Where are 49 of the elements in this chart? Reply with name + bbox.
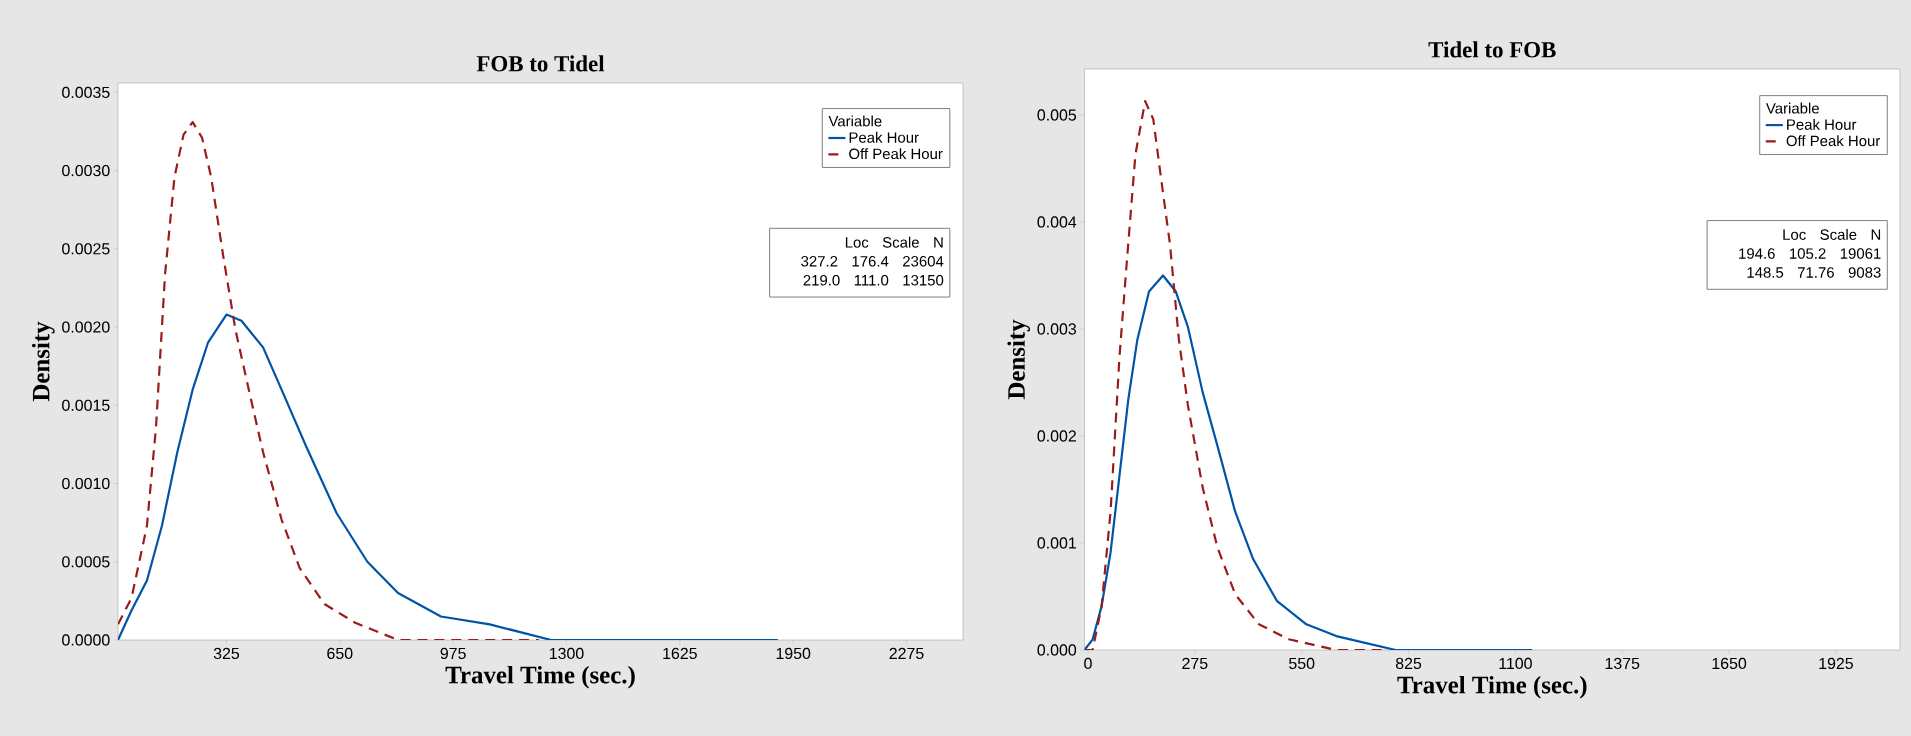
annotation: Loc Scale N — [1783, 228, 1881, 240]
chart-title: Tidel to FOB — [1428, 41, 1556, 58]
y-axis-title: Density — [1007, 319, 1031, 400]
legend-label: Peak Hour — [1787, 118, 1857, 130]
legend-label: Peak Hour — [849, 131, 919, 143]
annotation: 148.5 71.76 9083 — [1747, 267, 1881, 278]
y-tick-label: 0.0020 — [62, 321, 110, 333]
line-series — [1084, 274, 1534, 650]
x-tick-label: 1300 — [549, 647, 584, 660]
y-tick-label: 0.001 — [1037, 537, 1076, 549]
legend-label: Off Peak Hour — [1786, 135, 1881, 147]
y-tick-label: 0.0005 — [62, 556, 110, 568]
x-tick-label: 1375 — [1605, 657, 1640, 670]
legend-label: Off Peak Hour — [849, 148, 943, 160]
x-tick-label: 0 — [1084, 657, 1092, 670]
y-tick-label: 0.004 — [1037, 216, 1077, 228]
y-tick-label: 0.003 — [1037, 323, 1077, 335]
y-tick-label: 0.002 — [1037, 430, 1076, 442]
x-tick-label: 1650 — [1712, 657, 1747, 670]
x-tick-label: 1625 — [663, 647, 697, 660]
annotation: Loc Scale N — [845, 236, 943, 248]
x-axis-title: Travel Time (sec.) — [445, 665, 635, 689]
y-tick-label: 0.005 — [1037, 109, 1077, 121]
x-tick-label: 1925 — [1819, 657, 1853, 670]
x-tick-label: 1950 — [776, 647, 811, 660]
annotation: 219.0 111.0 13150 — [803, 274, 944, 286]
line-series — [1084, 99, 1385, 650]
y-tick-label: 0.0010 — [62, 477, 110, 490]
legend-title: Variable — [828, 115, 882, 127]
y-tick-label: 0.0030 — [62, 164, 110, 177]
x-tick-label: 275 — [1182, 657, 1208, 670]
x-tick-label: 975 — [440, 647, 466, 660]
x-tick-label: 825 — [1395, 657, 1422, 670]
y-tick-label: 0.0035 — [62, 86, 110, 99]
chart-title: FOB to Tidel — [476, 55, 605, 72]
legend-title: Variable — [1765, 102, 1819, 114]
x-tick-label: 1100 — [1499, 657, 1532, 670]
annotation: 194.6 105.2 19061 — [1739, 248, 1881, 259]
y-tick-label: 0.0015 — [62, 399, 110, 411]
x-tick-label: 2275 — [889, 647, 924, 660]
y-tick-label: 0.0025 — [62, 243, 110, 255]
y-axis-title: Density — [31, 321, 55, 402]
y-tick-label: 0.000 — [1037, 644, 1077, 656]
x-axis-title: Travel Time (sec.) — [1397, 675, 1587, 699]
x-tick-label: 325 — [213, 647, 240, 660]
y-tick-label: 0.0000 — [62, 634, 110, 646]
x-tick-label: 650 — [327, 647, 353, 660]
annotation: 327.2 176.4 23604 — [801, 256, 944, 267]
x-tick-label: 550 — [1289, 657, 1315, 670]
